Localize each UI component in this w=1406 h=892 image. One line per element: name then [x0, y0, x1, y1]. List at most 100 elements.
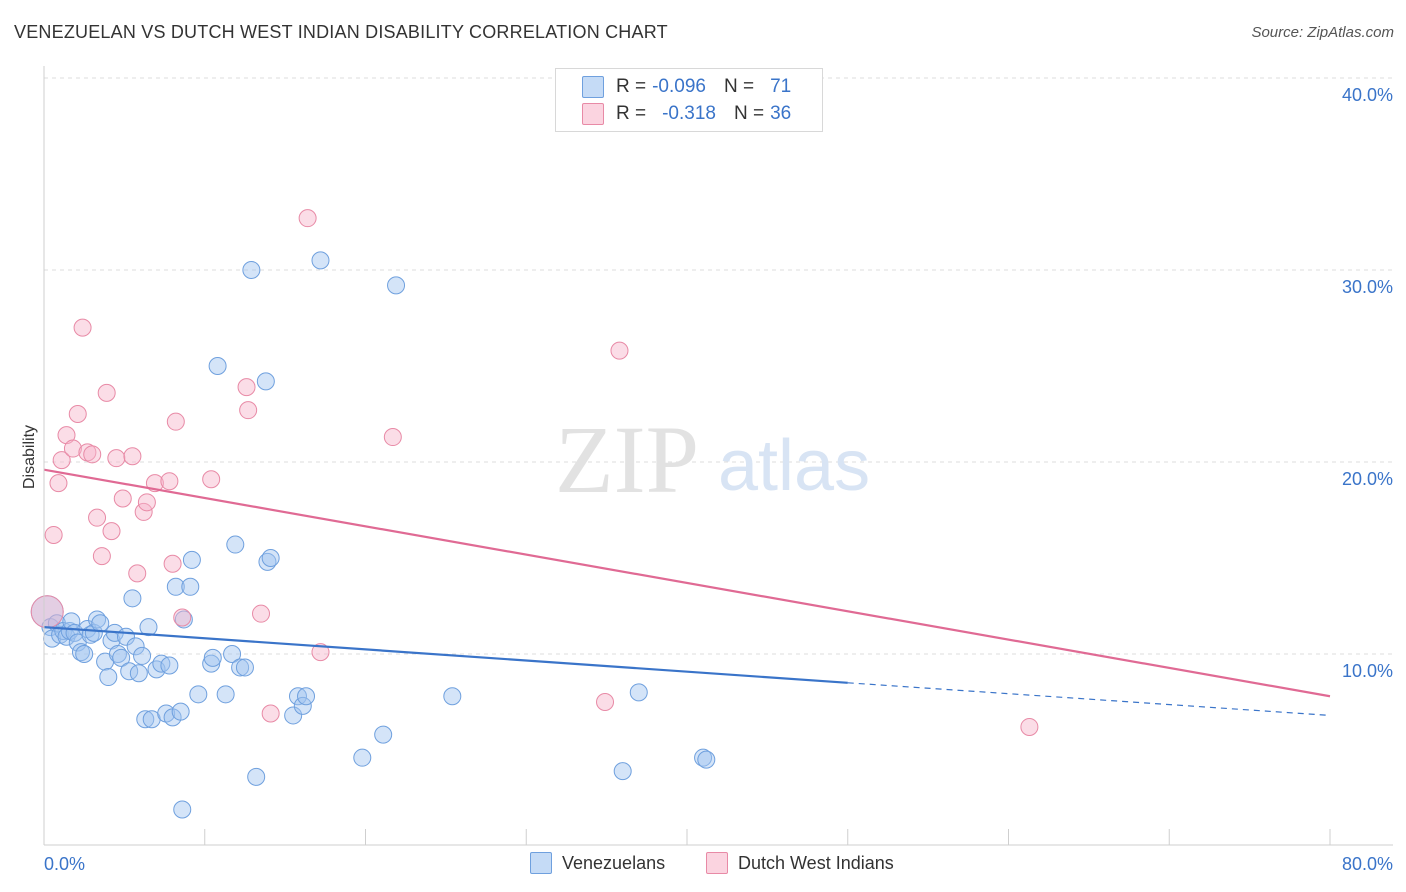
- legend-swatch-venezuelans: [582, 76, 604, 98]
- venezuelan-point: [129, 664, 148, 683]
- axis-layer: 10.0% 20.0% 30.0% 40.0% 0.0% 80.0%: [43, 66, 1393, 874]
- dutch-point: [123, 447, 142, 466]
- dutch-point: [134, 502, 153, 521]
- dutch-point: [237, 378, 256, 397]
- series-label-venezuelans: Venezuelans: [562, 852, 666, 873]
- dutch-point: [73, 318, 92, 337]
- x-tick-label: 0.0%: [44, 854, 85, 874]
- venezuelan-point: [166, 577, 185, 596]
- venezuelan-point: [242, 261, 261, 279]
- venezuelan-point: [71, 643, 90, 662]
- correlation-legend: R = -0.096 N = 71 R = -0.318 N = 36: [555, 68, 823, 132]
- venezuelan-point: [629, 683, 648, 702]
- venezuelan-point: [208, 357, 227, 375]
- legend-swatch-dutch: [582, 103, 604, 125]
- venezuelan-point: [99, 668, 118, 687]
- dutch-point: [113, 489, 132, 508]
- venezuelan-point: [189, 685, 208, 704]
- venezuelan-point: [223, 645, 242, 663]
- venezuelan-point: [256, 372, 275, 391]
- venezuelan-point: [203, 648, 222, 667]
- dutch-point: [252, 604, 271, 623]
- dutch-point: [202, 470, 221, 489]
- dutch-point: [97, 383, 116, 402]
- dutch-point: [63, 439, 82, 458]
- trendline-dashed: [847, 682, 1331, 717]
- watermark-atlas: atlas: [718, 426, 870, 506]
- y-tick-label: 30.0%: [1342, 277, 1393, 297]
- dutch-point: [239, 401, 258, 420]
- chart-title: VENEZUELAN VS DUTCH WEST INDIAN DISABILI…: [14, 22, 668, 42]
- dutch-point: [128, 564, 147, 583]
- dutch-point: [83, 445, 102, 464]
- trend-layer: [43, 468, 1331, 717]
- x-tick-label: 80.0%: [1342, 854, 1393, 874]
- dutch-point: [102, 522, 121, 541]
- venezuelan-point: [387, 276, 406, 295]
- trendline-solid: [43, 468, 1331, 698]
- venezuelan-point: [171, 702, 190, 721]
- venezuelan-point: [173, 800, 192, 819]
- venezuelan-point: [613, 762, 632, 781]
- venezuelan-point: [297, 687, 316, 706]
- venezuelan-point: [112, 648, 131, 667]
- legend-n-value: 36: [770, 103, 792, 124]
- y-axis-label: Disability: [21, 425, 38, 489]
- dutch-point: [137, 493, 156, 512]
- venezuelan-point: [84, 623, 103, 642]
- dutch-point: [163, 554, 182, 573]
- legend-n-label: N =: [723, 76, 755, 97]
- dutch-point: [88, 508, 107, 527]
- dutch-point: [107, 449, 126, 468]
- dutch-point: [92, 547, 111, 566]
- venezuelan-point: [235, 658, 254, 677]
- dutch-point: [173, 608, 192, 627]
- venezuelan-point: [136, 710, 155, 729]
- dutch-point: [261, 704, 280, 723]
- dutch-point: [68, 405, 87, 423]
- legend-r-label: R =: [616, 76, 647, 97]
- legend-r-value: -0.096: [652, 76, 706, 97]
- legend-r-label: R =: [616, 103, 647, 124]
- series-swatch-venezuelans: [530, 852, 552, 874]
- legend-row-venezuelans: R = -0.096 N = 71: [582, 75, 791, 99]
- venezuelan-point: [226, 535, 245, 554]
- legend-row-dutch: R = -0.318 N = 36: [582, 102, 791, 126]
- dutch-point: [166, 412, 185, 431]
- venezuelan-point: [443, 687, 462, 706]
- dutch-point: [311, 643, 330, 662]
- dutch-point: [49, 474, 68, 493]
- dutch-point: [160, 472, 179, 491]
- legend-n-value: 71: [770, 76, 792, 97]
- grid-layer: [44, 77, 1393, 655]
- venezuelan-point: [694, 748, 713, 767]
- legend-r-value: -0.318: [662, 103, 716, 124]
- venezuelan-point: [182, 550, 201, 569]
- legend-n-label: N =: [733, 103, 765, 124]
- series-label-dutch: Dutch West Indians: [738, 852, 894, 873]
- dutch-point: [610, 341, 629, 360]
- trendline-solid: [43, 626, 848, 684]
- y-tick-label: 10.0%: [1342, 661, 1393, 681]
- dutch-point: [30, 595, 64, 629]
- venezuelan-point: [160, 656, 179, 675]
- dutch-point: [298, 209, 317, 228]
- dutch-point: [44, 525, 63, 544]
- venezuelan-point: [91, 614, 110, 633]
- dutch-point: [52, 451, 71, 470]
- venezuelan-point: [126, 637, 145, 656]
- series-swatch-dutch: [706, 852, 728, 874]
- dutch-point: [383, 428, 402, 447]
- venezuelan-point: [374, 725, 393, 744]
- points-layer: [30, 209, 1039, 819]
- venezuelan-point: [353, 748, 372, 767]
- y-tick-label: 40.0%: [1342, 85, 1393, 105]
- y-tick-label: 20.0%: [1342, 469, 1393, 489]
- venezuelan-point: [139, 618, 158, 637]
- source-label: Source: ZipAtlas.com: [1251, 24, 1394, 41]
- dutch-point: [1020, 717, 1039, 736]
- series-legend: Venezuelans Dutch West Indians: [0, 852, 1406, 878]
- watermark-zip: ZIP: [555, 406, 699, 513]
- venezuelan-point: [216, 685, 235, 704]
